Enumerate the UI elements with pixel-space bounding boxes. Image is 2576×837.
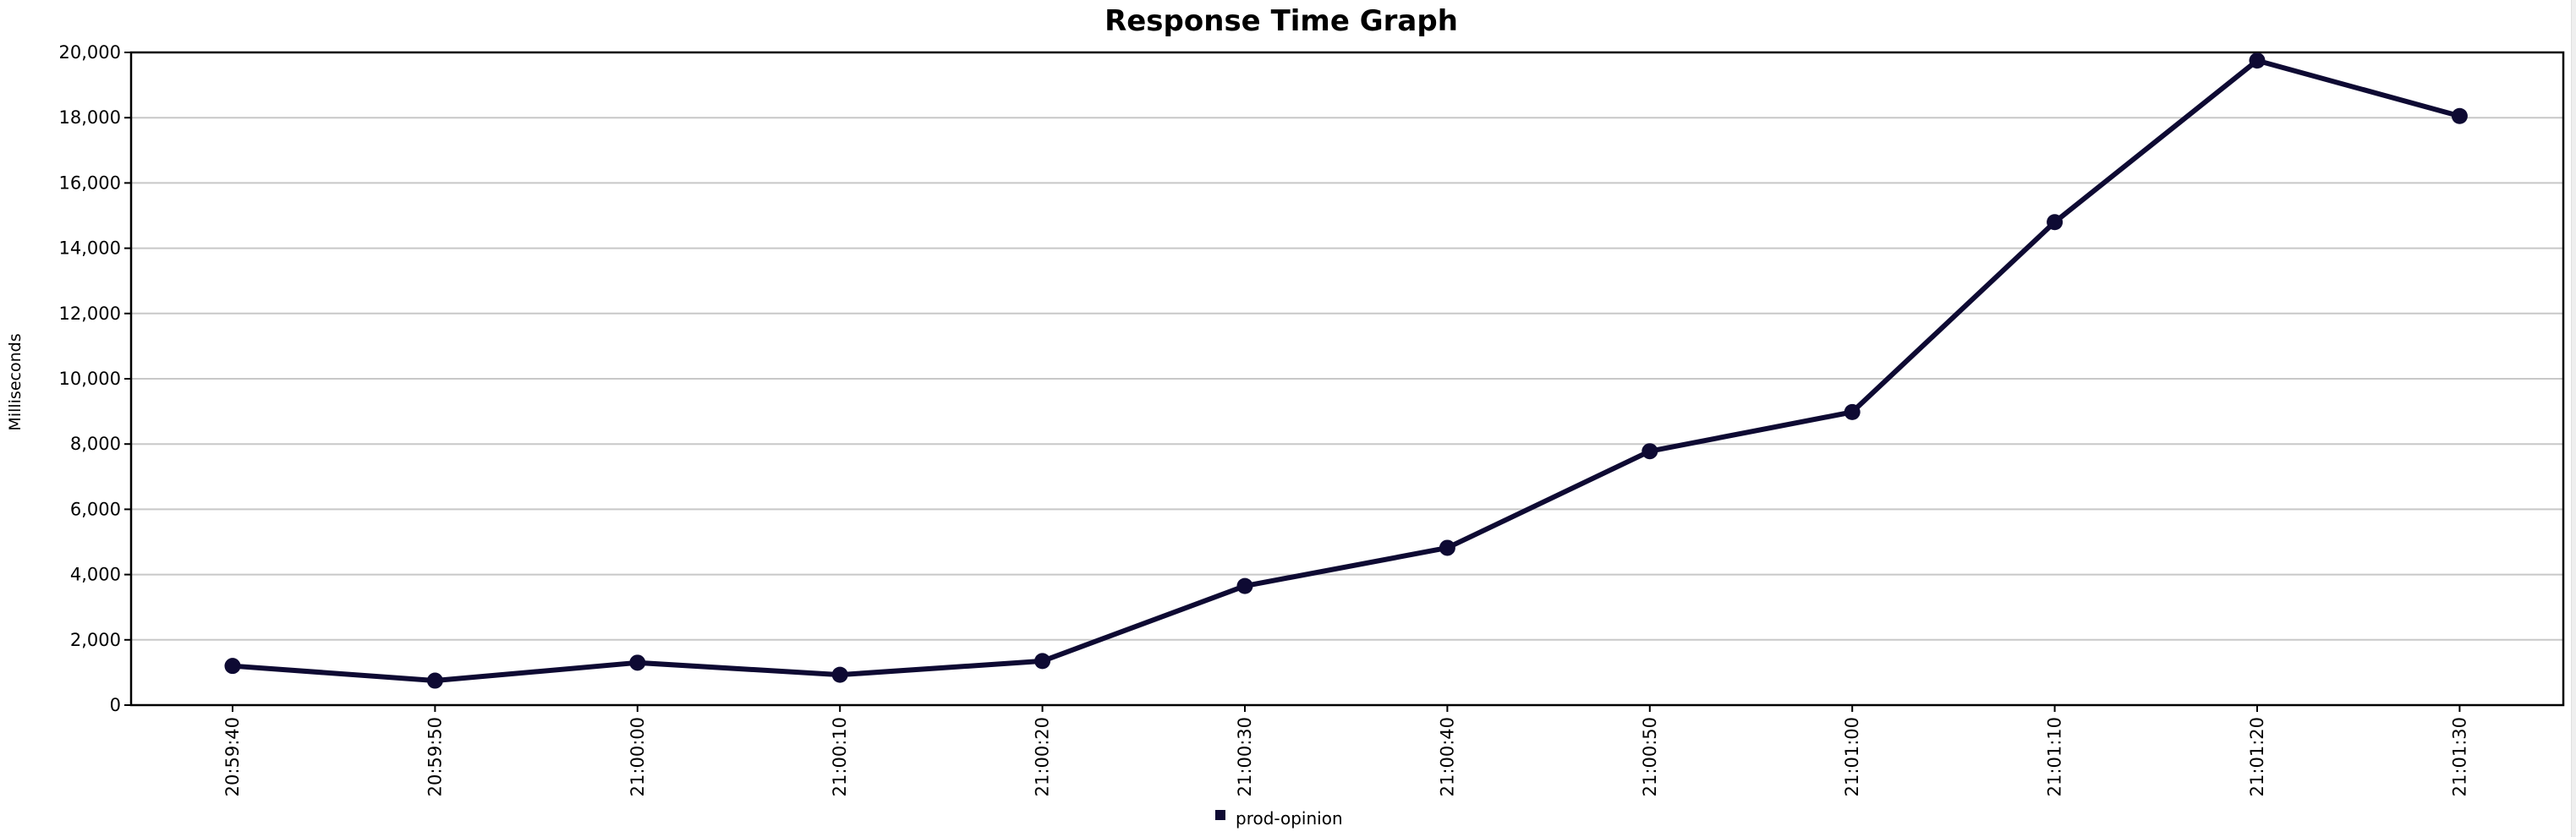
x-tick-label: 21:01:10 (2045, 717, 2065, 796)
x-tick-label: 21:00:00 (628, 717, 648, 796)
y-tick-label: 20,000 (59, 42, 121, 63)
y-tick-label: 0 (110, 695, 121, 715)
data-point (1642, 443, 1658, 460)
chart-title: Response Time Graph (1104, 4, 1458, 38)
y-tick-label: 14,000 (59, 238, 121, 259)
x-tick-label: 20:59:50 (425, 717, 445, 796)
data-point (1844, 403, 1861, 420)
data-point (224, 658, 241, 675)
y-tick-label: 18,000 (59, 107, 121, 128)
data-point (1439, 539, 1455, 556)
x-tick-label: 21:01:30 (2449, 717, 2469, 796)
y-tick-label: 12,000 (59, 304, 121, 324)
gridlines (131, 117, 2563, 641)
y-tick-label: 6,000 (70, 499, 121, 519)
x-tick-label: 21:00:50 (1640, 717, 1660, 796)
data-point (629, 654, 646, 671)
data-point (1034, 653, 1051, 670)
x-tick-label: 21:00:30 (1235, 717, 1255, 796)
x-tick-label: 21:01:00 (1842, 717, 1862, 796)
window-edge (2571, 0, 2576, 837)
x-tick-label: 20:59:40 (222, 717, 243, 796)
data-point (2451, 107, 2468, 124)
data-point (831, 666, 848, 683)
legend: prod-opinion (1215, 808, 1343, 829)
data-point (426, 672, 443, 689)
x-tick-label: 21:01:20 (2247, 717, 2267, 796)
x-tick-label: 21:00:10 (830, 717, 850, 796)
y-tick-label: 4,000 (70, 565, 121, 585)
data-point (2249, 52, 2266, 69)
x-axis: 20:59:40 20:59:50 21:00:00 21:00:10 21:00:20… (222, 705, 2469, 796)
legend-swatch (1215, 810, 1225, 820)
y-axis-label: Milliseconds (6, 333, 25, 430)
y-tick-label: 10,000 (59, 369, 121, 389)
y-axis: 0 2,000 4,000 6,000 8,000 10,000 12,000 14,000 1… (59, 42, 131, 715)
x-tick-label: 21:00:20 (1033, 717, 1053, 796)
legend-label: prod-opinion (1236, 808, 1343, 829)
y-tick-label: 8,000 (70, 434, 121, 454)
y-tick-label: 16,000 (59, 172, 121, 193)
series-line (230, 57, 2463, 684)
data-point (2047, 214, 2064, 231)
y-tick-label: 2,000 (70, 630, 121, 650)
series-prod-opinion (224, 52, 2468, 689)
data-point (1236, 577, 1253, 594)
x-tick-label: 21:00:40 (1437, 717, 1457, 796)
